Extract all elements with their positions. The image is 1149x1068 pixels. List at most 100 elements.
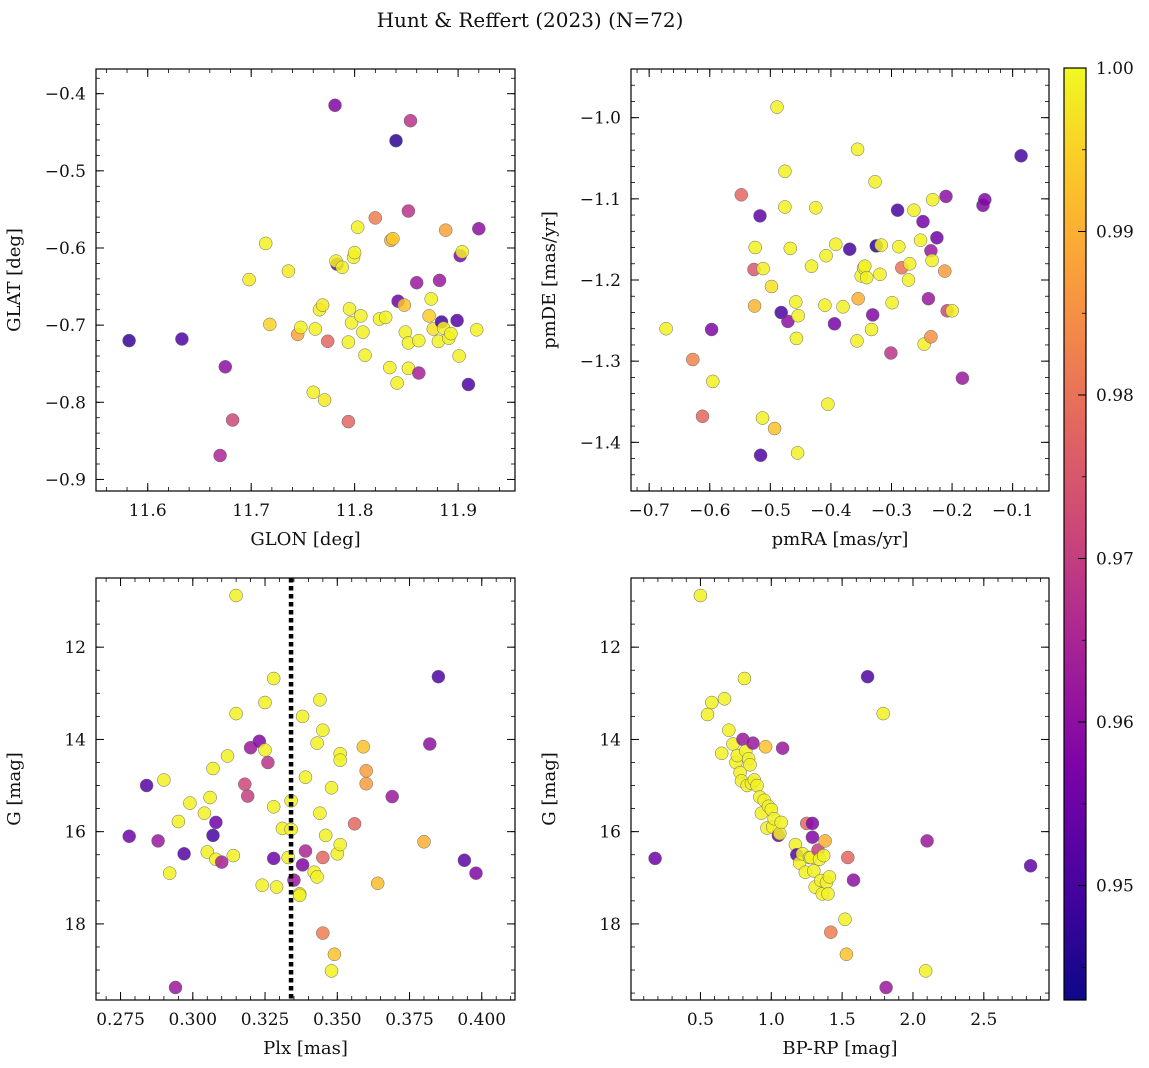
- data-point: [916, 214, 930, 229]
- data-point: [818, 834, 832, 848]
- y-tick-label: −1.1: [580, 190, 621, 210]
- data-point: [213, 448, 227, 463]
- data-point: [775, 741, 790, 755]
- data-point: [851, 291, 865, 306]
- colorbar-tick-label: 0.95: [1096, 877, 1134, 897]
- y-tick-label: −0.7: [45, 316, 86, 336]
- data-point: [316, 926, 330, 940]
- data-point: [764, 279, 779, 294]
- y-tick-label: 12: [599, 638, 621, 658]
- data-point: [755, 411, 770, 425]
- data-point: [342, 302, 357, 316]
- data-point: [821, 397, 835, 411]
- y-tick-label: −1.0: [580, 109, 621, 129]
- data-point: [924, 330, 938, 344]
- data-point: [432, 273, 447, 288]
- x-tick-label: 1.0: [758, 1010, 785, 1030]
- data-point: [403, 113, 418, 128]
- data-point: [918, 964, 933, 978]
- data-point: [901, 273, 916, 287]
- data-point: [412, 366, 426, 380]
- data-point: [842, 242, 857, 256]
- data-point: [295, 858, 310, 872]
- x-tick-label: −0.1: [992, 501, 1033, 521]
- data-point: [907, 203, 921, 217]
- data-point: [746, 736, 760, 750]
- data-point: [706, 374, 720, 389]
- data-point: [295, 709, 310, 724]
- data-point: [238, 777, 252, 791]
- data-point: [171, 814, 186, 829]
- data-point: [424, 292, 438, 306]
- data-point: [139, 778, 154, 793]
- data-point: [298, 770, 313, 784]
- data-point: [370, 876, 385, 891]
- axes-frame: [95, 68, 516, 492]
- data-point: [783, 241, 798, 256]
- y-tick-label: −1.3: [580, 352, 621, 372]
- x-tick-label: −0.3: [871, 501, 912, 521]
- data-point: [368, 211, 383, 225]
- data-point: [469, 866, 483, 880]
- data-point: [781, 314, 795, 329]
- data-point: [328, 98, 342, 113]
- data-point: [770, 100, 784, 114]
- data-point: [344, 316, 359, 330]
- data-point: [839, 947, 854, 962]
- data-point: [747, 299, 762, 313]
- data-point: [859, 270, 874, 285]
- x-tick-label: 11.8: [336, 501, 374, 521]
- colorbar: 0.95 0.96 0.97 0.98 0.99 1.00: [1063, 59, 1134, 1001]
- data-point: [753, 448, 768, 463]
- data-point: [890, 203, 905, 217]
- data-point: [177, 847, 191, 861]
- data-point: [846, 873, 861, 887]
- data-point: [175, 332, 189, 346]
- x-tick-label: −0.7: [629, 501, 670, 521]
- x-tick-label: −0.4: [810, 501, 851, 521]
- y-axis-label: G [mag]: [4, 752, 25, 825]
- y-tick-label: 12: [64, 638, 86, 658]
- y-tick-label: −0.6: [45, 239, 86, 259]
- data-point: [438, 223, 453, 237]
- colorbar-tick-label: 0.98: [1096, 386, 1134, 406]
- data-point: [457, 853, 472, 868]
- data-point: [255, 878, 269, 892]
- x-tick-label: 0.350: [313, 1010, 362, 1030]
- data-point: [1014, 149, 1028, 163]
- data-point: [693, 588, 708, 603]
- data-point: [308, 322, 323, 336]
- x-tick-label: 0.375: [385, 1010, 434, 1030]
- data-point: [778, 200, 792, 214]
- data-point: [700, 707, 715, 722]
- data-point: [841, 850, 855, 865]
- data-point: [455, 245, 469, 259]
- data-point: [945, 304, 959, 318]
- data-point: [892, 239, 906, 254]
- data-point: [313, 806, 327, 820]
- data-point: [258, 236, 273, 251]
- y-tick-label: −0.8: [45, 393, 86, 413]
- data-point: [389, 133, 403, 148]
- data-point: [226, 848, 241, 863]
- data-point: [822, 870, 837, 884]
- data-point: [722, 723, 736, 737]
- data-point: [229, 706, 243, 721]
- x-axis-label: BP-RP [mag]: [782, 1038, 897, 1059]
- data-point: [809, 201, 823, 215]
- data-point: [758, 740, 773, 754]
- data-point: [469, 323, 484, 337]
- data-point: [791, 308, 805, 323]
- data-point: [261, 755, 275, 770]
- data-point: [386, 231, 400, 246]
- data-point: [868, 175, 882, 189]
- data-point: [347, 817, 362, 831]
- data-point: [978, 192, 992, 207]
- data-point: [879, 980, 893, 995]
- colorbar-tick-label: 0.97: [1096, 550, 1134, 570]
- data-point: [359, 764, 373, 778]
- data-point: [827, 317, 842, 331]
- data-point: [209, 815, 223, 830]
- data-point: [333, 753, 347, 767]
